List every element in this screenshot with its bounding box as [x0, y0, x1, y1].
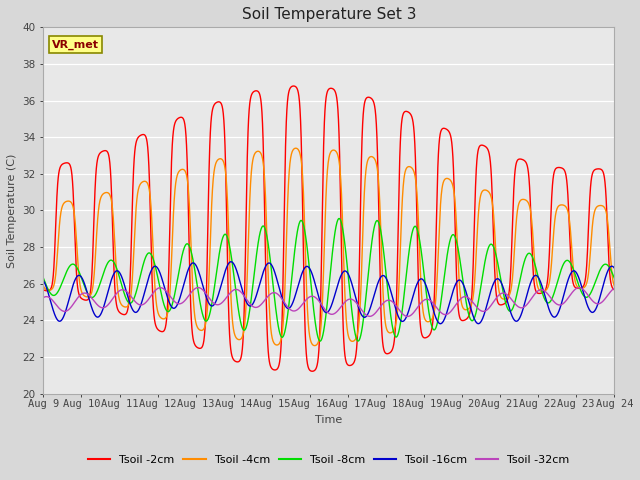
- Tsoil -2cm: [538, 290, 546, 296]
- Tsoil -8cm: [316, 338, 324, 344]
- Tsoil -16cm: [284, 305, 291, 311]
- Tsoil -32cm: [195, 285, 202, 290]
- Tsoil -4cm: [259, 155, 266, 160]
- Tsoil -32cm: [40, 295, 47, 300]
- Tsoil -2cm: [308, 368, 316, 374]
- Tsoil -8cm: [259, 224, 266, 229]
- Line: Tsoil -4cm: Tsoil -4cm: [44, 148, 614, 346]
- Legend: Tsoil -2cm, Tsoil -4cm, Tsoil -8cm, Tsoil -16cm, Tsoil -32cm: Tsoil -2cm, Tsoil -4cm, Tsoil -8cm, Tsoi…: [84, 450, 574, 469]
- Line: Tsoil -8cm: Tsoil -8cm: [44, 218, 614, 341]
- Tsoil -4cm: [138, 179, 146, 185]
- Text: VR_met: VR_met: [52, 39, 99, 50]
- Tsoil -8cm: [138, 264, 146, 270]
- Tsoil -4cm: [40, 283, 47, 289]
- Tsoil -2cm: [611, 287, 618, 293]
- Tsoil -2cm: [259, 116, 266, 122]
- Tsoil -8cm: [600, 262, 607, 268]
- Tsoil -32cm: [611, 286, 618, 291]
- Tsoil -4cm: [600, 204, 607, 209]
- Tsoil -32cm: [138, 302, 146, 308]
- Tsoil -4cm: [611, 283, 618, 289]
- Tsoil -2cm: [600, 170, 607, 176]
- Tsoil -32cm: [284, 303, 291, 309]
- Tsoil -2cm: [40, 287, 47, 293]
- Y-axis label: Soil Temperature (C): Soil Temperature (C): [7, 153, 17, 268]
- Tsoil -2cm: [138, 132, 146, 137]
- Tsoil -4cm: [538, 288, 546, 294]
- Tsoil -8cm: [611, 275, 618, 281]
- Tsoil -8cm: [40, 275, 47, 281]
- Tsoil -16cm: [138, 297, 146, 303]
- Line: Tsoil -32cm: Tsoil -32cm: [44, 288, 614, 316]
- Tsoil -16cm: [227, 259, 235, 264]
- Line: Tsoil -2cm: Tsoil -2cm: [44, 86, 614, 371]
- Tsoil -4cm: [284, 216, 291, 222]
- Tsoil -16cm: [105, 287, 113, 292]
- Tsoil -4cm: [311, 343, 319, 348]
- Tsoil -2cm: [105, 152, 113, 157]
- Tsoil -32cm: [259, 300, 266, 306]
- Tsoil -2cm: [290, 83, 298, 89]
- Tsoil -8cm: [538, 288, 546, 294]
- X-axis label: Time: Time: [316, 415, 342, 425]
- Line: Tsoil -16cm: Tsoil -16cm: [44, 262, 614, 324]
- Tsoil -32cm: [600, 298, 607, 303]
- Tsoil -16cm: [538, 283, 546, 289]
- Tsoil -2cm: [284, 104, 291, 110]
- Title: Soil Temperature Set 3: Soil Temperature Set 3: [241, 7, 416, 22]
- Tsoil -32cm: [538, 287, 546, 293]
- Tsoil -8cm: [105, 259, 113, 264]
- Tsoil -16cm: [259, 272, 266, 277]
- Tsoil -16cm: [40, 278, 47, 284]
- Tsoil -8cm: [284, 316, 291, 322]
- Tsoil -16cm: [600, 281, 607, 287]
- Tsoil -8cm: [335, 216, 343, 221]
- Tsoil -16cm: [611, 265, 618, 271]
- Tsoil -4cm: [292, 145, 300, 151]
- Tsoil -32cm: [105, 301, 113, 307]
- Tsoil -32cm: [404, 313, 412, 319]
- Tsoil -4cm: [105, 190, 113, 196]
- Tsoil -16cm: [436, 321, 444, 326]
